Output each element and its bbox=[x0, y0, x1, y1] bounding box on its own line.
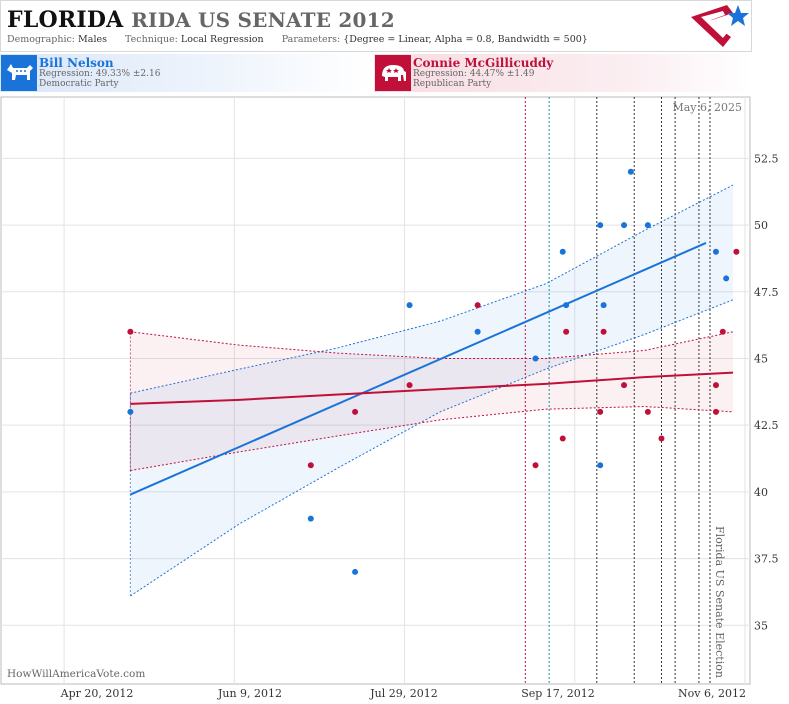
poll-point bbox=[597, 408, 604, 415]
title-state: FLORIDA bbox=[7, 7, 124, 33]
election-label: Florida US Senate Election bbox=[713, 526, 726, 678]
page-title: FLORIDA RIDA US SENATE 2012 bbox=[7, 7, 395, 33]
y-tick-label: 50 bbox=[754, 219, 768, 232]
confidence-lower-line bbox=[130, 299, 734, 597]
confidence-lower-line bbox=[130, 406, 734, 472]
chart-header: FLORIDA RIDA US SENATE 2012 Demographic:… bbox=[0, 0, 752, 52]
x-tick-label: Nov 6, 2012 bbox=[678, 687, 746, 700]
demographic-label: Demographic: bbox=[7, 34, 76, 45]
poll-point bbox=[532, 462, 539, 469]
poll-point bbox=[712, 248, 719, 255]
poll-point bbox=[597, 222, 604, 229]
candidate-republican: Connie McGillicuddy Regression: 44.47% ±… bbox=[374, 54, 750, 92]
poll-point bbox=[600, 302, 607, 309]
parameters-value: {Degree = Linear, Alpha = 0.8, Bandwidth… bbox=[343, 34, 588, 45]
title-race: RIDA US SENATE 2012 bbox=[131, 8, 395, 32]
poll-point bbox=[600, 328, 607, 335]
y-tick-label: 40 bbox=[754, 486, 768, 499]
candidate-party: Democratic Party bbox=[39, 79, 119, 89]
candidate-name: Connie McGillicuddy bbox=[413, 56, 554, 70]
candidate-name: Bill Nelson bbox=[39, 56, 114, 70]
poll-point bbox=[733, 248, 740, 255]
site-logo-icon[interactable] bbox=[687, 3, 751, 49]
poll-point bbox=[712, 408, 719, 415]
poll-point bbox=[563, 302, 570, 309]
poll-point bbox=[644, 408, 651, 415]
y-tick-label: 42.5 bbox=[754, 419, 779, 432]
poll-point bbox=[712, 382, 719, 389]
poll-point bbox=[621, 382, 628, 389]
poll-chart: 35 37.5 40 42.5 45 47.5 50 52.5 Apr 20, 2012 Jun … bbox=[0, 96, 779, 700]
poll-point bbox=[406, 382, 413, 389]
x-tick-label: Apr 20, 2012 bbox=[60, 687, 134, 700]
candidate-democratic: Bill Nelson Regression: 49.33% ±2.16 Dem… bbox=[0, 54, 372, 92]
poll-point bbox=[474, 328, 481, 335]
demographic-value: Males bbox=[78, 34, 107, 45]
poll-point bbox=[621, 222, 628, 229]
x-tick-label: Sep 17, 2012 bbox=[521, 687, 595, 700]
confidence-upper-line bbox=[130, 331, 734, 359]
candidate-regression: Regression: 49.33% ±2.16 bbox=[39, 69, 161, 79]
poll-point bbox=[474, 302, 481, 309]
chart-parameters: Demographic: Males Technique: Local Regr… bbox=[7, 34, 588, 45]
regression-line bbox=[130, 371, 734, 405]
poll-point bbox=[559, 248, 566, 255]
y-tick-label: 47.5 bbox=[754, 286, 779, 299]
site-credit: HowWillAmericaVote.com bbox=[7, 668, 146, 680]
x-tick-label: Jul 29, 2012 bbox=[369, 687, 438, 700]
y-tick-label: 37.5 bbox=[754, 553, 779, 566]
date-stamp: May 6, 2025 bbox=[672, 101, 742, 114]
poll-point bbox=[719, 328, 726, 335]
poll-point bbox=[563, 328, 570, 335]
x-tick-label: Jun 9, 2012 bbox=[217, 687, 282, 700]
technique-label: Technique: bbox=[125, 34, 178, 45]
y-tick-label: 52.5 bbox=[754, 152, 779, 165]
poll-point bbox=[307, 462, 314, 469]
candidate-regression: Regression: 44.47% ±1.49 bbox=[413, 69, 535, 79]
candidate-party: Republican Party bbox=[413, 79, 492, 89]
poll-point bbox=[307, 515, 314, 522]
poll-point bbox=[127, 408, 134, 415]
poll-point bbox=[406, 302, 413, 309]
confidence-band bbox=[130, 331, 733, 471]
poll-point bbox=[532, 355, 539, 362]
poll-point bbox=[644, 222, 651, 229]
poll-point bbox=[658, 435, 665, 442]
plot-area bbox=[0, 96, 751, 685]
y-tick-label: 35 bbox=[754, 619, 768, 632]
technique-value: Local Regression bbox=[180, 34, 264, 45]
elephant-icon bbox=[375, 55, 411, 91]
y-tick-label: 45 bbox=[754, 352, 768, 365]
poll-point bbox=[627, 168, 634, 175]
poll-point bbox=[559, 435, 566, 442]
poll-point bbox=[127, 328, 134, 335]
donkey-icon bbox=[1, 55, 37, 91]
poll-point bbox=[352, 408, 359, 415]
regression-line bbox=[129, 242, 707, 496]
poll-point bbox=[723, 275, 730, 282]
parameters-label: Parameters: bbox=[281, 34, 341, 45]
poll-point bbox=[597, 462, 604, 469]
poll-point bbox=[352, 568, 359, 575]
